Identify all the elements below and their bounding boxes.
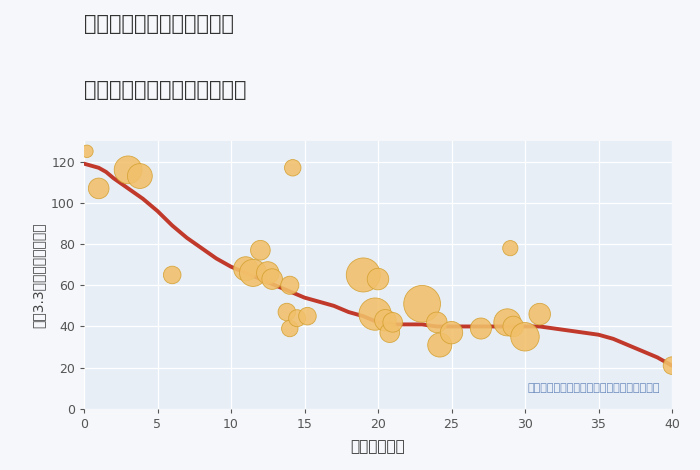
Text: 兵庫県姫路市飾磨区中島の: 兵庫県姫路市飾磨区中島の <box>84 14 234 34</box>
Point <box>508 323 519 330</box>
Point <box>122 166 134 173</box>
Point <box>370 310 381 318</box>
Point <box>134 172 146 180</box>
Point <box>416 300 428 307</box>
Point <box>255 246 266 254</box>
Point <box>379 316 391 324</box>
Point <box>240 265 251 273</box>
Point <box>284 282 295 289</box>
Point <box>281 308 293 316</box>
X-axis label: 築年数（年）: 築年数（年） <box>351 439 405 454</box>
Point <box>384 329 395 337</box>
Point <box>534 310 545 318</box>
Y-axis label: 坪（3.3㎡）単価（万円）: 坪（3.3㎡）単価（万円） <box>32 222 46 328</box>
Point <box>666 362 678 369</box>
Point <box>519 333 531 341</box>
Point <box>372 275 384 283</box>
Point <box>248 269 259 277</box>
Point <box>446 329 457 337</box>
Point <box>167 271 178 279</box>
Point <box>287 164 298 172</box>
Point <box>434 341 445 349</box>
Text: 築年数別中古マンション価格: 築年数別中古マンション価格 <box>84 80 246 100</box>
Point <box>262 269 273 277</box>
Point <box>93 185 104 192</box>
Point <box>358 271 369 279</box>
Point <box>431 319 442 326</box>
Text: 円の大きさは、取引のあった物件面積を示す: 円の大きさは、取引のあった物件面積を示す <box>528 383 660 393</box>
Point <box>387 319 398 326</box>
Point <box>475 325 486 332</box>
Point <box>502 319 513 326</box>
Point <box>302 313 313 320</box>
Point <box>291 314 302 322</box>
Point <box>505 244 516 252</box>
Point <box>284 325 295 332</box>
Point <box>81 148 92 155</box>
Point <box>267 275 278 283</box>
